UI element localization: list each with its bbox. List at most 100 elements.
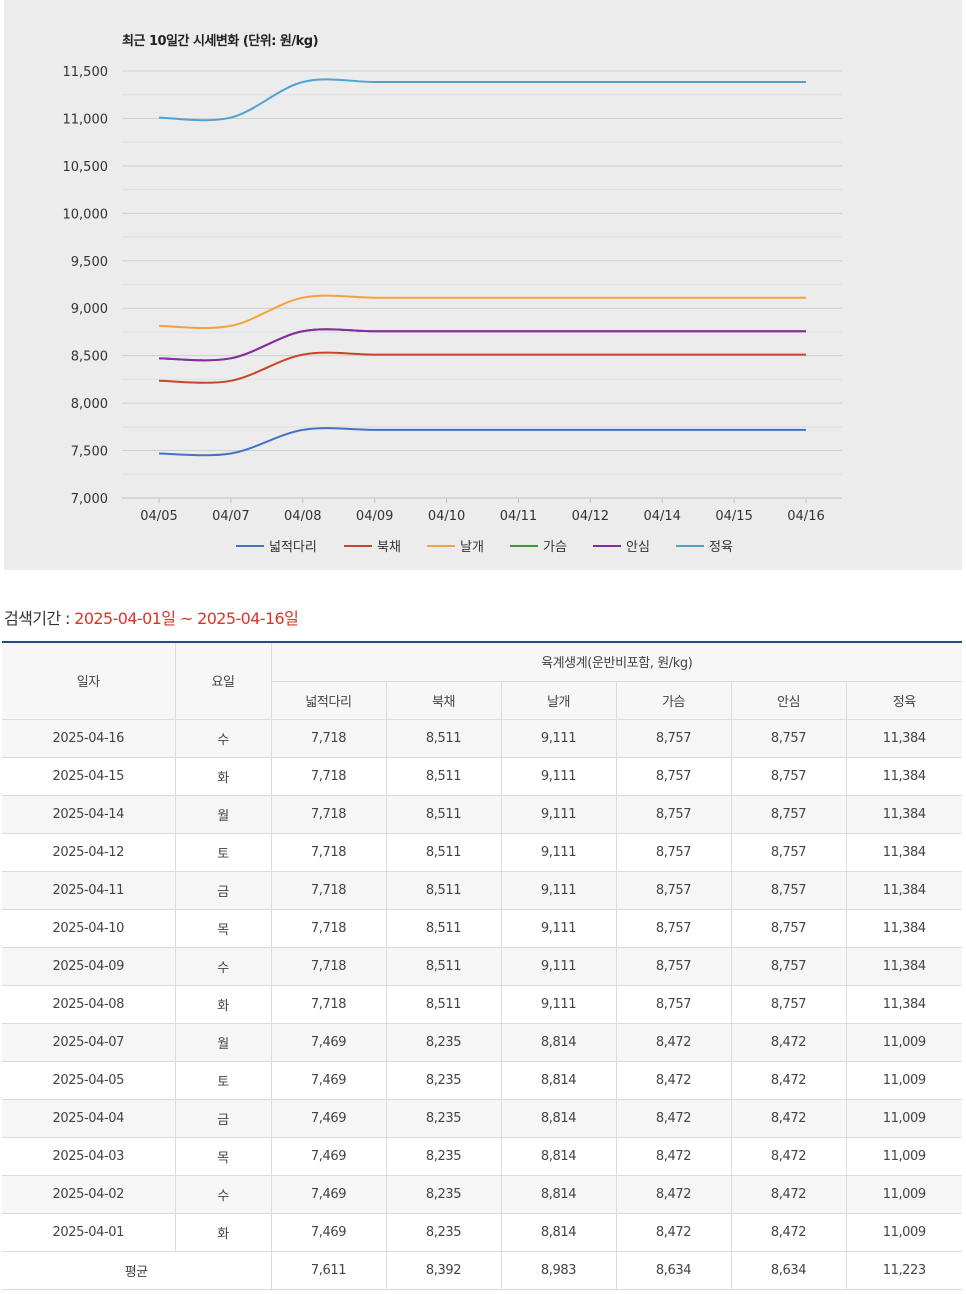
row-price: 7,469: [271, 1023, 387, 1062]
row-date: 2025-04-09: [2, 947, 176, 986]
table-row: 2025-04-09 수 7,718 8,511 9,111 8,757 8,757 11,3…: [2, 947, 962, 986]
row-price: 8,472: [616, 1023, 732, 1062]
row-price: 11,009: [846, 1099, 962, 1138]
chart-legend: 넓적다리 북채 날개 가슴 안심 정육: [236, 540, 733, 555]
row-day: 수: [175, 719, 272, 758]
row-date: 2025-04-10: [2, 909, 176, 948]
row-price: 8,757: [731, 833, 847, 872]
search-period-label: 검색기간 :: [4, 609, 75, 628]
x-tick-label: 04/16: [787, 509, 824, 524]
header-price-group: 육계생계(운반비포함, 원/kg): [271, 641, 962, 682]
legend-label: 날개: [460, 540, 484, 555]
row-price: 8,235: [386, 1061, 502, 1100]
row-price: 11,384: [846, 833, 962, 872]
table-row: 2025-04-12 토 7,718 8,511 9,111 8,757 8,757 11,3…: [2, 833, 962, 872]
row-date: 2025-04-15: [2, 757, 176, 796]
row-price: 8,511: [386, 833, 502, 872]
row-price: 11,009: [846, 1061, 962, 1100]
y-tick-label: 11,000: [63, 112, 109, 127]
legend-label: 넓적다리: [269, 540, 317, 555]
row-price: 7,469: [271, 1099, 387, 1138]
row-price: 8,472: [616, 1213, 732, 1252]
y-tick-label: 11,500: [63, 65, 109, 80]
row-day: 월: [175, 795, 272, 834]
average-price: 8,634: [616, 1251, 732, 1290]
row-price: 9,111: [501, 871, 617, 910]
table-row: 2025-04-10 목 7,718 8,511 9,111 8,757 8,757 11,3…: [2, 909, 962, 948]
row-price: 8,235: [386, 1213, 502, 1252]
row-price: 9,111: [501, 795, 617, 834]
x-tick-label: 04/10: [428, 509, 465, 524]
price-line-chart: 최근 10일간 시세변화 (단위: 원/kg) 7,000 7,500 8,000 8…: [63, 33, 842, 555]
x-tick-label: 04/07: [212, 509, 249, 524]
price-table: 일자 요일 육계생계(운반비포함, 원/kg) 넓적다리 북채 날개 가슴 안심 정육 2…: [2, 641, 962, 1290]
header-date: 일자: [2, 641, 176, 720]
row-date: 2025-04-12: [2, 833, 176, 872]
table-row: 2025-04-05 토 7,469 8,235 8,814 8,472 8,472 11,0…: [2, 1061, 962, 1100]
row-price: 11,384: [846, 985, 962, 1024]
row-day: 월: [175, 1023, 272, 1062]
row-price: 7,718: [271, 871, 387, 910]
row-price: 9,111: [501, 909, 617, 948]
x-axis-ticks: 04/05 04/07 04/08 04/09 04/10 04/11 04/12 04/14…: [140, 498, 825, 524]
row-price: 7,718: [271, 795, 387, 834]
y-tick-label: 10,000: [63, 207, 109, 222]
row-price: 8,757: [731, 719, 847, 758]
row-price: 8,757: [731, 947, 847, 986]
row-price: 8,757: [616, 947, 732, 986]
row-price: 8,511: [386, 795, 502, 834]
row-price: 8,472: [731, 1023, 847, 1062]
row-price: 8,814: [501, 1213, 617, 1252]
row-price: 8,814: [501, 1175, 617, 1214]
legend-label: 북채: [377, 540, 401, 555]
row-date: 2025-04-05: [2, 1061, 176, 1100]
y-tick-label: 10,500: [63, 160, 109, 175]
price-chart-panel: 최근 10일간 시세변화 (단위: 원/kg) 7,000 7,500 8,000 8…: [4, 0, 962, 570]
row-price: 8,472: [616, 1137, 732, 1176]
row-price: 11,384: [846, 719, 962, 758]
x-tick-label: 04/09: [356, 509, 393, 524]
y-axis-ticks: 7,000 7,500 8,000 8,500 9,000 9,500 10,000 10,5…: [63, 65, 109, 507]
row-price: 8,511: [386, 909, 502, 948]
row-price: 8,472: [731, 1137, 847, 1176]
table-row: 2025-04-04 금 7,469 8,235 8,814 8,472 8,472 11,0…: [2, 1099, 962, 1138]
row-price: 8,814: [501, 1099, 617, 1138]
table-row: 2025-04-07 월 7,469 8,235 8,814 8,472 8,472 11,0…: [2, 1023, 962, 1062]
row-price: 9,111: [501, 947, 617, 986]
average-row: 평균 7,611 8,392 8,983 8,634 8,634 11,223: [2, 1251, 962, 1290]
row-price: 7,718: [271, 985, 387, 1024]
average-price: 8,983: [501, 1251, 617, 1290]
chart-gridlines: [122, 70, 842, 499]
row-price: 8,814: [501, 1137, 617, 1176]
legend-label: 정육: [709, 540, 733, 555]
header-column: 안심: [731, 681, 847, 720]
row-price: 8,757: [731, 871, 847, 910]
row-day: 수: [175, 947, 272, 986]
row-price: 8,235: [386, 1175, 502, 1214]
legend-label: 안심: [626, 540, 650, 555]
legend-label: 가슴: [543, 540, 567, 555]
y-tick-label: 9,500: [71, 255, 108, 270]
header-column: 북채: [386, 681, 502, 720]
series-line: [158, 78, 806, 122]
chart-title: 최근 10일간 시세변화 (단위: 원/kg): [122, 33, 318, 49]
row-date: 2025-04-03: [2, 1137, 176, 1176]
header-day: 요일: [175, 641, 272, 720]
row-date: 2025-04-04: [2, 1099, 176, 1138]
row-price: 8,757: [731, 795, 847, 834]
search-period-value: 2025-04-01일 ~ 2025-04-16일: [74, 609, 299, 628]
row-price: 8,511: [386, 985, 502, 1024]
y-tick-label: 8,500: [71, 350, 108, 365]
x-tick-label: 04/08: [284, 509, 321, 524]
row-price: 11,009: [846, 1023, 962, 1062]
y-tick-label: 7,500: [71, 445, 108, 460]
row-day: 목: [175, 909, 272, 948]
row-price: 7,469: [271, 1213, 387, 1252]
row-date: 2025-04-14: [2, 795, 176, 834]
row-date: 2025-04-02: [2, 1175, 176, 1214]
row-day: 목: [175, 1137, 272, 1176]
average-label: 평균: [2, 1251, 272, 1290]
row-price: 8,757: [616, 871, 732, 910]
row-date: 2025-04-08: [2, 985, 176, 1024]
x-tick-label: 04/14: [643, 509, 680, 524]
